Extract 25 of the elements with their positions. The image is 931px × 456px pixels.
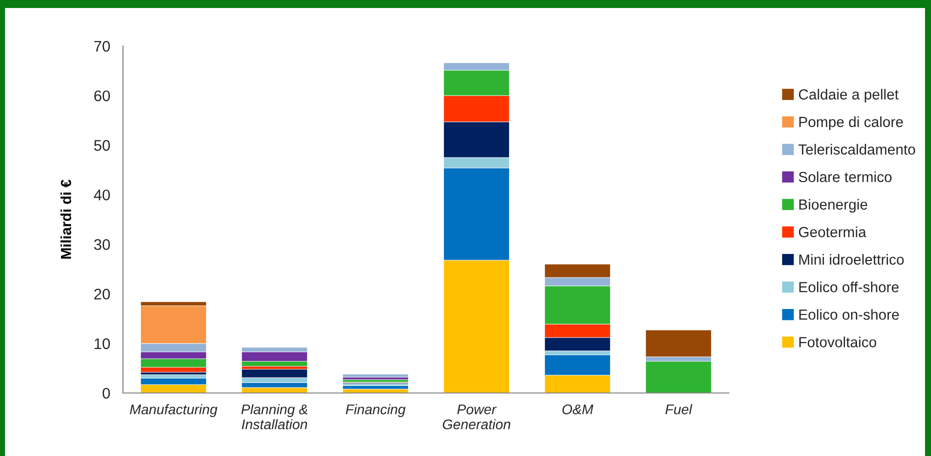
x-tick-label: Financing	[346, 404, 406, 418]
legend-label: Solare termico	[798, 171, 892, 182]
legend-label: Fotovoltaico	[799, 336, 876, 348]
legend-label: Eolico on-shore	[799, 309, 899, 320]
x-tick-label: Power Generation	[442, 404, 510, 430]
legend-label: Caldaie a pellet	[798, 88, 899, 102]
legend-label: Geotermia	[798, 226, 866, 238]
legend-label: Teleriscaldamento	[798, 144, 916, 155]
legend-label: Pompe di calore	[799, 116, 903, 130]
y-tick-label: 60	[94, 90, 110, 102]
y-tick-label: 50	[94, 140, 110, 151]
y-tick-label: 40	[94, 190, 110, 200]
x-tick-label: Fuel	[665, 404, 692, 414]
y-tick-label: 30	[94, 239, 110, 250]
y-tick-label: 20	[94, 288, 110, 300]
x-tick-label: Planning & Installation	[241, 404, 308, 430]
x-tick-label: O&M	[562, 404, 594, 414]
legend-label: Bioenergie	[799, 198, 868, 213]
y-tick-label: 70	[94, 40, 110, 52]
legend-label: Eolico off-shore	[799, 282, 899, 292]
y-tick-label: 10	[94, 338, 110, 350]
x-tick-label: Manufacturing	[130, 404, 218, 418]
legend-label: Mini idroelettrico	[799, 254, 904, 265]
y-tick-label: 0	[102, 388, 110, 399]
y-axis-title: Miliardi di €	[60, 180, 72, 259]
